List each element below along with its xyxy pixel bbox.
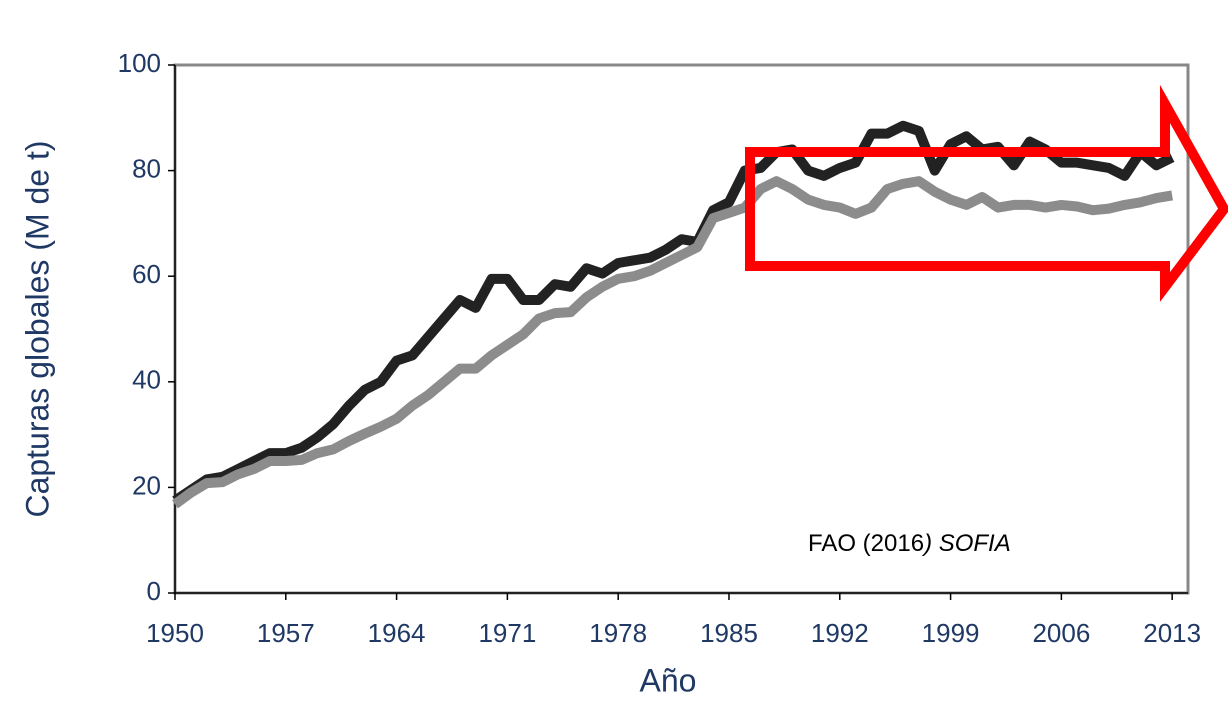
series-line bbox=[172, 120, 1175, 505]
x-tick-label: 1957 bbox=[257, 618, 315, 648]
x-axis-label: Año bbox=[640, 662, 697, 698]
highlight-arrow bbox=[745, 84, 1228, 302]
x-tick-label: 1971 bbox=[478, 618, 536, 648]
x-tick-label: 1999 bbox=[922, 618, 980, 648]
y-tick-label: 80 bbox=[132, 153, 161, 183]
x-tick-label: 2013 bbox=[1143, 618, 1201, 648]
annotation-text: FAO (2016 bbox=[808, 530, 924, 557]
y-tick-label: 100 bbox=[118, 48, 161, 78]
annotation-italic: ) SOFIA bbox=[921, 530, 1011, 557]
x-tick-label: 1992 bbox=[811, 618, 869, 648]
x-tick-label: 1950 bbox=[146, 618, 204, 648]
y-axis-label: Capturas globales (M de t) bbox=[19, 140, 55, 517]
y-tick-label: 60 bbox=[132, 259, 161, 289]
x-tick-label: 2006 bbox=[1032, 618, 1090, 648]
x-tick-label: 1985 bbox=[700, 618, 758, 648]
y-tick-label: 40 bbox=[132, 365, 161, 395]
y-tick-label: 0 bbox=[147, 576, 161, 606]
series-line bbox=[172, 176, 1173, 509]
x-tick-label: 1964 bbox=[368, 618, 426, 648]
x-tick-label: 1978 bbox=[589, 618, 647, 648]
annotation: FAO (2016) SOFIA bbox=[808, 530, 1011, 557]
y-tick-label: 20 bbox=[132, 470, 161, 500]
